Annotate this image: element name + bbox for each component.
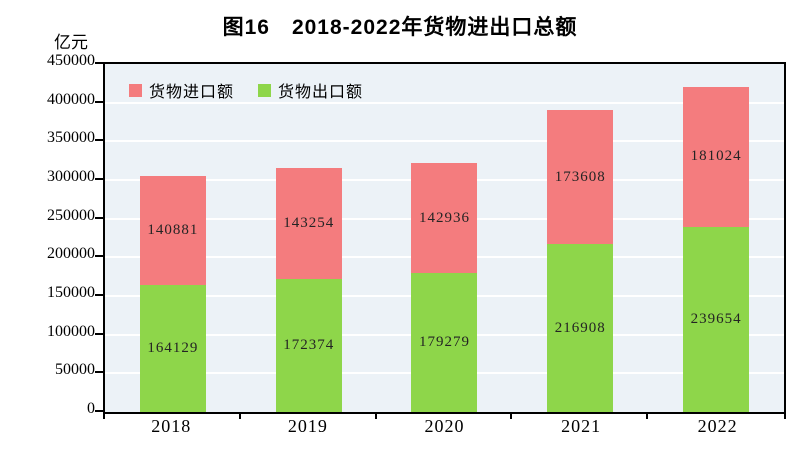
imports-value-label: 173608 (554, 168, 606, 185)
imports-swatch-icon (129, 83, 142, 97)
exports-value-label: 179279 (418, 334, 470, 351)
x-category-label-2022: 2022 (697, 416, 738, 436)
y-tick-mark (95, 216, 103, 219)
x-axis-labels: 2018 2019 2020 2021 2022 (103, 416, 786, 437)
legend-label-exports: 货物出口额 (278, 84, 364, 101)
gridline (105, 140, 784, 143)
exports-swatch-icon (258, 83, 272, 97)
x-tick-mark (646, 412, 649, 419)
imports-segment-2019: 143254 (275, 167, 342, 279)
y-tick-label: 250000 (47, 206, 95, 224)
x-category-label-2020: 2020 (424, 416, 465, 436)
y-tick-label: 100000 (47, 322, 95, 340)
bar-group-2018: 140881 164129 (105, 64, 241, 412)
imports-segment-2020: 142936 (411, 162, 478, 274)
y-tick-mark (95, 294, 103, 296)
exports-value-label: 216908 (554, 319, 606, 336)
y-tick-label: 400000 (47, 90, 95, 108)
y-tick-mark (95, 332, 103, 335)
imports-value-label: 181024 (690, 148, 742, 165)
x-category-label-2019: 2019 (287, 416, 328, 436)
y-tick-label: 150000 (47, 284, 95, 301)
legend-label-imports: 货物进口额 (149, 84, 235, 101)
y-tick-label: 350000 (47, 129, 95, 147)
bar-group-2022: 181024 239654 (648, 64, 784, 412)
y-tick-label: 50000 (55, 361, 95, 379)
bar-group-2021: 173608 216908 (512, 64, 648, 412)
y-axis-unit-label: 亿元 (54, 33, 88, 52)
y-tick-mark (95, 62, 103, 64)
legend-item-imports: 货物进口额 (129, 78, 234, 102)
exports-segment-2022: 239654 (683, 226, 750, 412)
bar-group-2020: 142936 179279 (377, 64, 513, 412)
plot-area: 140881 164129 143254 172374 142936 179279 1736… (103, 62, 786, 414)
x-tick-mark (510, 412, 513, 419)
exports-value-label: 164129 (147, 340, 199, 357)
legend-item-exports: 货物出口额 (258, 78, 363, 102)
y-tick-mark (95, 178, 103, 180)
y-tick-label: 450000 (47, 52, 95, 69)
exports-segment-2021: 216908 (547, 244, 614, 412)
x-tick-mark (374, 412, 377, 419)
y-tick-mark (95, 371, 103, 374)
bar-group-2019: 143254 172374 (241, 64, 377, 412)
y-tick-label: 200000 (47, 245, 95, 263)
x-category-label-2018: 2018 (151, 416, 192, 436)
exports-value-label: 172374 (283, 336, 335, 353)
imports-value-label: 140881 (147, 222, 199, 239)
x-tick-mark (238, 412, 241, 419)
legend: 货物进口额 货物出口额 (129, 78, 363, 102)
y-tick-mark (95, 100, 103, 103)
x-tick-mark (103, 412, 105, 419)
y-tick-label: 0 (87, 400, 95, 417)
bar-series-container: 140881 164129 143254 172374 142936 179279 1736… (105, 64, 784, 412)
imports-value-label: 142936 (418, 209, 470, 226)
exports-segment-2018: 164129 (139, 285, 206, 412)
imports-segment-2018: 140881 (139, 176, 206, 286)
imports-segment-2022: 181024 (683, 86, 750, 227)
imports-value-label: 143254 (283, 214, 335, 231)
exports-segment-2019: 172374 (275, 278, 342, 412)
exports-segment-2020: 179279 (411, 273, 478, 412)
imports-segment-2021: 173608 (547, 110, 614, 245)
y-tick-mark (95, 139, 103, 142)
y-tick-label: 300000 (47, 168, 95, 185)
exports-value-label: 239654 (690, 310, 742, 327)
y-tick-mark (95, 255, 103, 258)
gridline (105, 101, 784, 104)
chart-title: 图16 2018-2022年货物进出口总额 (222, 16, 578, 39)
y-tick-mark (95, 410, 103, 412)
x-category-label-2021: 2021 (561, 416, 602, 436)
x-tick-mark (784, 412, 786, 419)
